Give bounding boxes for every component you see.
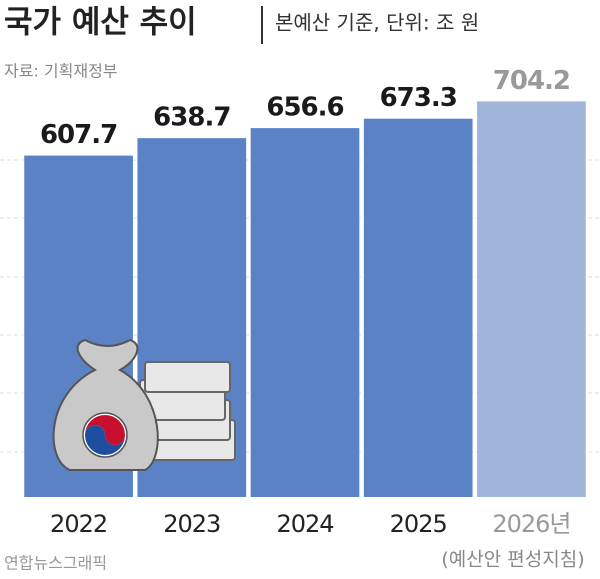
chart-subtitle: 본예산 기준, 단위: 조 원 bbox=[275, 11, 479, 35]
value-label: 673.3 bbox=[380, 83, 457, 113]
bar bbox=[363, 118, 473, 498]
source: 자료: 기획재정부 bbox=[4, 62, 118, 81]
credit: 연합뉴스그래픽 bbox=[4, 554, 107, 573]
value-label: 638.7 bbox=[153, 103, 230, 133]
x-tick-label: 2025 bbox=[390, 510, 447, 538]
money-icon bbox=[52, 338, 236, 471]
x-tick-label: 2024 bbox=[276, 510, 333, 538]
value-label: 656.6 bbox=[266, 93, 343, 123]
x-tick-label: 2022 bbox=[50, 510, 107, 538]
x-tick-label: 2026년 bbox=[492, 510, 570, 538]
value-label: 704.2 bbox=[493, 66, 570, 96]
x-tick-label: 2023 bbox=[163, 510, 220, 538]
bar bbox=[250, 128, 360, 497]
bar bbox=[477, 101, 586, 497]
note: (예산안 편성지침) bbox=[441, 549, 584, 571]
value-label: 607.7 bbox=[40, 120, 117, 150]
chart-title: 국가 예산 추이 bbox=[4, 5, 197, 41]
